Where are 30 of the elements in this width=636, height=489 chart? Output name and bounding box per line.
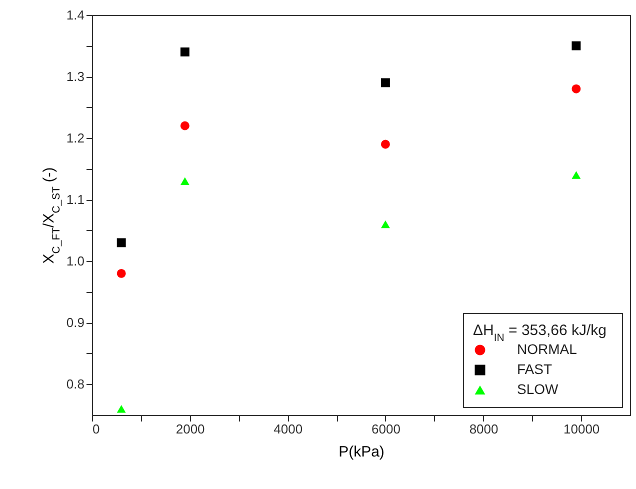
y-tick-label: 1.1 <box>66 192 84 208</box>
point <box>180 121 190 130</box>
y-tick-label: 1.0 <box>66 254 84 269</box>
y-tick-label: 1.4 <box>66 8 84 22</box>
x-axis-title: P(kPa) <box>338 444 384 460</box>
point <box>116 404 126 413</box>
point <box>380 78 390 88</box>
x-tick-label: 6000 <box>371 422 400 436</box>
y-tick-label: 0.8 <box>66 376 84 392</box>
y-tick-label: 0.9 <box>66 315 84 330</box>
x-tick-label: 2000 <box>176 422 205 436</box>
point <box>116 238 126 248</box>
y-tick-label: 1.3 <box>66 69 84 84</box>
point <box>380 220 390 228</box>
x-tick-label: 4000 <box>274 422 303 436</box>
legend-label: SLOW <box>517 381 560 397</box>
point <box>180 47 190 56</box>
legend-label: NORMAL <box>517 341 578 357</box>
legend-label: FAST <box>517 361 552 377</box>
point <box>572 84 581 94</box>
x-tick-label: 10000 <box>564 422 600 436</box>
point <box>572 41 581 50</box>
point <box>380 140 390 149</box>
x-tick-label: 0 <box>92 422 100 436</box>
point <box>116 269 126 278</box>
y-tick-label: 1.2 <box>66 130 84 146</box>
legend-title: ΔH$_{IN}$ = 353,66 kJ/kg <box>473 322 607 344</box>
x-tick-label: 8000 <box>469 422 498 436</box>
point <box>572 171 581 179</box>
point <box>180 177 190 186</box>
